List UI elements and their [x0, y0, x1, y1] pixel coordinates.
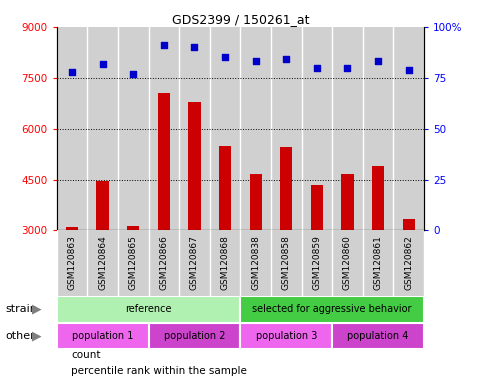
- Bar: [403, 218, 415, 230]
- Bar: [97, 181, 109, 230]
- Bar: [158, 93, 170, 230]
- Point: [221, 55, 229, 61]
- Text: GSM120865: GSM120865: [129, 236, 138, 291]
- Text: GSM120861: GSM120861: [374, 236, 383, 291]
- Bar: [341, 174, 353, 230]
- Point: [344, 65, 352, 71]
- Bar: [127, 226, 140, 230]
- Bar: [219, 146, 231, 230]
- Bar: [332, 230, 363, 296]
- Bar: [363, 27, 393, 230]
- Text: count: count: [71, 350, 101, 360]
- Bar: [280, 147, 292, 230]
- Bar: [249, 174, 262, 230]
- Point: [282, 56, 290, 63]
- Bar: [393, 27, 424, 230]
- Bar: [271, 27, 302, 230]
- Bar: [118, 230, 148, 296]
- Text: GSM120864: GSM120864: [98, 236, 107, 290]
- Bar: [179, 27, 210, 230]
- Text: population 2: population 2: [164, 331, 225, 341]
- Point: [160, 42, 168, 48]
- Bar: [332, 323, 424, 349]
- Bar: [57, 27, 87, 230]
- Bar: [241, 27, 271, 230]
- Bar: [241, 323, 332, 349]
- Text: population 3: population 3: [255, 331, 317, 341]
- Bar: [241, 230, 271, 296]
- Bar: [271, 230, 302, 296]
- Point: [374, 58, 382, 65]
- Bar: [363, 230, 393, 296]
- Bar: [118, 27, 148, 230]
- Text: GSM120858: GSM120858: [282, 236, 291, 291]
- Text: population 4: population 4: [348, 331, 409, 341]
- Bar: [57, 296, 241, 323]
- Point: [129, 71, 137, 77]
- Text: other: other: [5, 331, 35, 341]
- Text: strain: strain: [5, 304, 37, 314]
- Bar: [241, 296, 424, 323]
- Point: [405, 66, 413, 73]
- Bar: [332, 27, 363, 230]
- Point: [190, 44, 198, 50]
- Text: GSM120863: GSM120863: [68, 236, 76, 291]
- Point: [252, 58, 260, 65]
- Title: GDS2399 / 150261_at: GDS2399 / 150261_at: [172, 13, 309, 26]
- Text: GSM120866: GSM120866: [159, 236, 168, 291]
- Text: GSM120838: GSM120838: [251, 236, 260, 291]
- Bar: [372, 166, 384, 230]
- Bar: [302, 27, 332, 230]
- Text: GSM120860: GSM120860: [343, 236, 352, 291]
- Bar: [188, 101, 201, 230]
- Bar: [57, 230, 87, 296]
- Point: [99, 60, 106, 66]
- Point: [68, 69, 76, 75]
- Bar: [148, 323, 241, 349]
- Text: ▶: ▶: [32, 329, 42, 343]
- Text: reference: reference: [125, 304, 172, 314]
- Text: GSM120868: GSM120868: [220, 236, 230, 291]
- Text: percentile rank within the sample: percentile rank within the sample: [71, 366, 247, 376]
- Text: GSM120867: GSM120867: [190, 236, 199, 291]
- Bar: [302, 230, 332, 296]
- Point: [313, 65, 321, 71]
- Text: population 1: population 1: [72, 331, 133, 341]
- Bar: [87, 27, 118, 230]
- Bar: [148, 27, 179, 230]
- Text: GSM120859: GSM120859: [313, 236, 321, 291]
- Bar: [393, 230, 424, 296]
- Bar: [87, 230, 118, 296]
- Bar: [66, 227, 78, 230]
- Bar: [57, 323, 148, 349]
- Bar: [210, 230, 240, 296]
- Bar: [179, 230, 210, 296]
- Bar: [210, 27, 240, 230]
- Text: GSM120862: GSM120862: [404, 236, 413, 290]
- Bar: [148, 230, 179, 296]
- Text: selected for aggressive behavior: selected for aggressive behavior: [252, 304, 412, 314]
- Text: ▶: ▶: [32, 303, 42, 316]
- Bar: [311, 185, 323, 230]
